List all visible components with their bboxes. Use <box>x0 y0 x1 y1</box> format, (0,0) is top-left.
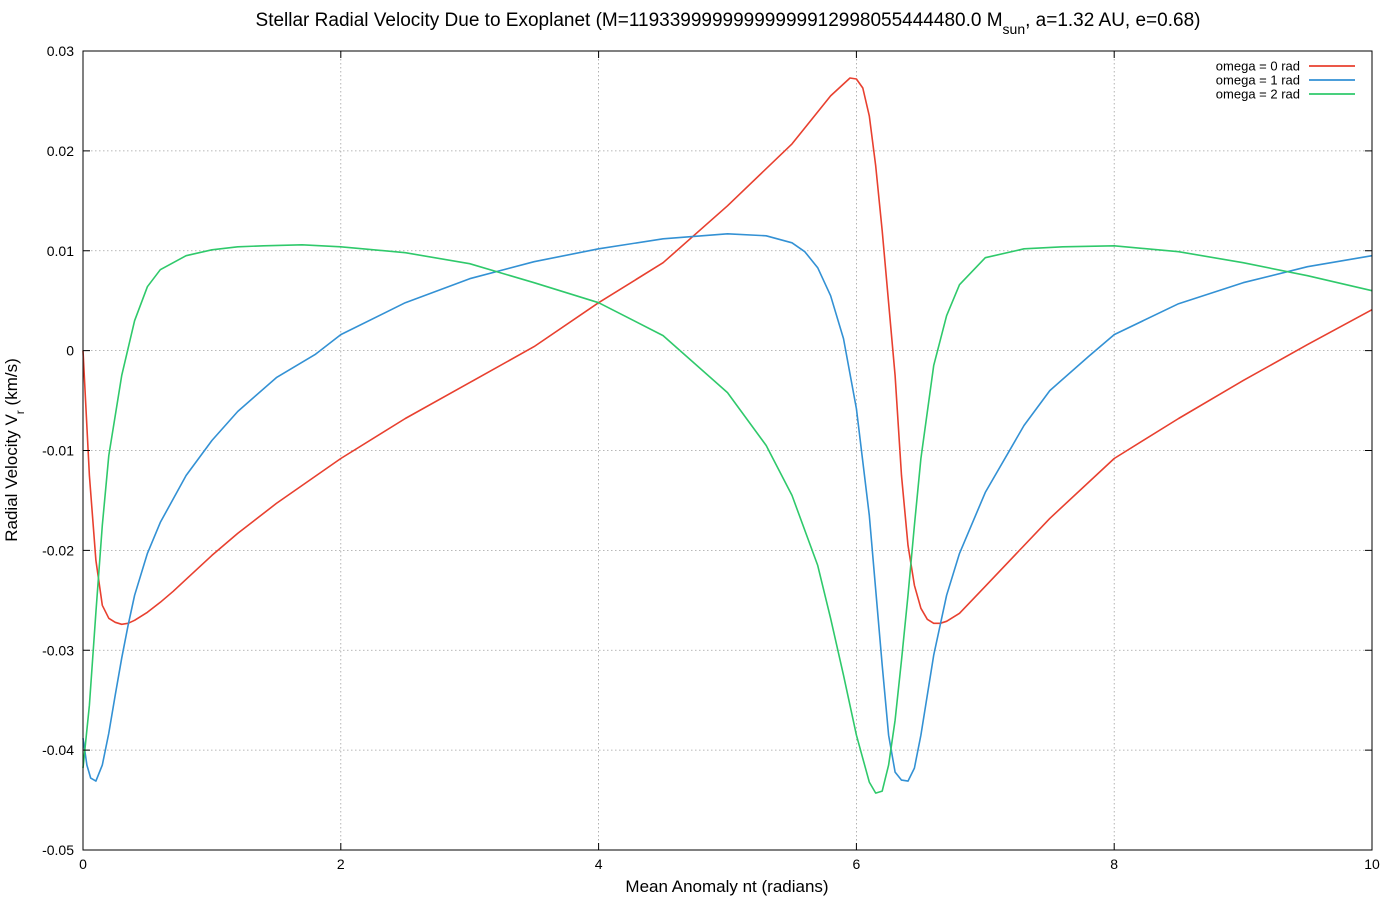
y-tick-label: -0.05 <box>42 842 74 858</box>
y-tick-label: 0 <box>66 343 74 359</box>
chart-title-main: Stellar Radial Velocity Due to Exoplanet… <box>256 10 1003 31</box>
x-tick-label: 4 <box>595 856 603 872</box>
y-tick-label: -0.02 <box>42 542 74 558</box>
y-axis-title: Radial Velocity Vr (km/s) <box>2 358 27 542</box>
legend-label: omega = 0 rad <box>1216 59 1300 74</box>
series-line-omega-2 <box>82 244 1373 794</box>
series-line-omega-0 <box>82 77 1373 626</box>
series-line-omega-1 <box>82 233 1373 782</box>
x-tick-label: 8 <box>1110 856 1118 872</box>
x-tick-label: 10 <box>1364 856 1380 872</box>
legend-label: omega = 1 rad <box>1216 73 1300 88</box>
y-tick-label: -0.04 <box>42 742 74 758</box>
chart-title: Stellar Radial Velocity Due to Exoplanet… <box>256 10 1201 37</box>
y-tick-label: 0.02 <box>47 143 74 159</box>
y-axis-title-main: Radial Velocity V <box>2 414 21 542</box>
x-tick-label: 2 <box>337 856 345 872</box>
x-axis-title: Mean Anomaly nt (radians) <box>625 877 828 896</box>
y-tick-label: 0.03 <box>47 43 74 59</box>
y-axis-title-subscript: r <box>13 410 27 414</box>
x-tick-label: 0 <box>79 856 87 872</box>
y-tick-label: 0.01 <box>47 243 74 259</box>
axis-ticks <box>82 50 1373 851</box>
x-tick-label: 6 <box>853 856 861 872</box>
y-axis-title-tail: (km/s) <box>2 358 21 410</box>
chart-title-subscript: sun <box>1003 21 1026 37</box>
y-tick-label: -0.03 <box>42 642 74 658</box>
grid-lines <box>83 51 1372 850</box>
y-tick-label: -0.01 <box>42 443 74 459</box>
series-lines <box>82 77 1373 794</box>
legend-label: omega = 2 rad <box>1216 87 1300 102</box>
chart-title-tail: , a=1.32 AU, e=0.68) <box>1025 10 1200 31</box>
tick-labels: 0 2 4 6 8 10 -0.05 -0.04 -0.03 -0.02 -0.01 0 0.01 0.0… <box>42 43 1380 872</box>
